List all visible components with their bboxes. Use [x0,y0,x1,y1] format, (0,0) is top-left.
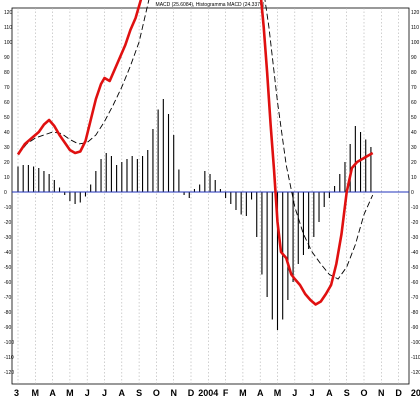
x-tick-label: A [257,388,264,398]
chart-title: MACD (25.6084), Histogramma MACD (24.337… [156,2,265,8]
x-tick-label: D [395,388,402,398]
x-tick-label: J [310,388,315,398]
y-tick-label: -120 [411,370,420,376]
x-tick-label: 3 [14,388,19,398]
y-tick-label: -50 [411,265,418,271]
y-tick-label: -60 [4,280,11,286]
y-tick-label: 10 [411,175,417,181]
y-tick-label: -120 [4,370,14,376]
x-tick-label: 2004 [198,388,218,398]
signal-line [17,0,374,280]
histogram-layer [17,99,372,330]
y-tick-label: -80 [411,310,418,316]
x-tick-label: M [32,388,40,398]
x-tick-label: O [360,388,367,398]
x-tick-label: J [292,388,297,398]
y-tick-label: 40 [4,130,10,136]
y-tick-label: 130 [4,0,13,1]
x-tick-label: A [326,388,333,398]
y-tick-label: 30 [4,145,10,151]
x-tick-label: A [119,388,126,398]
y-tick-label: 80 [411,70,417,76]
y-tick-label: 120 [411,10,420,16]
y-tick-label: -30 [4,235,11,241]
y-tick-label: -70 [411,295,418,301]
y-tick-label: -110 [411,355,420,361]
y-tick-label: -100 [4,340,14,346]
y-tick-label: -40 [411,250,418,256]
x-tick-label: F [223,388,229,398]
y-tick-label: -90 [411,325,418,331]
x-tick-label: O [153,388,160,398]
y-tick-label: -20 [4,220,11,226]
y-tick-label: 0 [411,190,414,196]
x-tick-label: J [102,388,107,398]
y-tick-label: -10 [4,205,11,211]
y-tick-label: 100 [411,40,420,46]
y-tick-label: 90 [411,55,417,61]
y-tick-label: 20 [411,160,417,166]
y-tick-label: -50 [4,265,11,271]
y-tick-label: -60 [411,280,418,286]
x-tick-label: D [188,388,195,398]
plot-area [11,7,410,385]
x-tick-label: M [274,388,282,398]
y-tick-label: 110 [4,25,12,31]
y-tick-label: -30 [411,235,418,241]
y-tick-label: 60 [4,100,10,106]
x-tick-label: J [85,388,90,398]
y-tick-label: -100 [411,340,420,346]
y-tick-label: 70 [4,85,10,91]
y-tick-label: -10 [411,205,418,211]
x-tick-label: S [136,388,142,398]
y-tick-label: 20 [4,160,10,166]
y-tick-label: -80 [4,310,11,316]
y-tick-label: -20 [411,220,418,226]
x-tick-label: M [66,388,74,398]
y-axis-right: 2402302202102001901801701601501401301201… [411,0,420,376]
y-tick-label: 110 [411,25,419,31]
x-tick-label: M [239,388,247,398]
x-tick-label: N [170,388,177,398]
y-tick-label: 80 [4,70,10,76]
y-tick-label: -40 [4,250,11,256]
y-tick-label: -110 [4,355,14,361]
y-tick-label: 70 [411,85,417,91]
y-tick-label: 0 [4,190,7,196]
y-tick-label: 90 [4,55,10,61]
y-tick-label: 60 [411,100,417,106]
y-tick-label: 10 [4,175,10,181]
y-tick-label: 30 [411,145,417,151]
y-tick-label: 130 [411,0,420,1]
x-tick-label: 20 [411,388,420,398]
y-tick-label: -70 [4,295,11,301]
y-tick-label: -90 [4,325,11,331]
y-tick-label: 100 [4,40,13,46]
x-axis: 3 M A M J J A S O N D 2004 F M A M J J A S O N D 20 [14,388,420,398]
y-tick-label: 50 [411,115,417,121]
y-axis-left: 2402302202102001901801701601501401301201… [4,0,14,376]
y-tick-label: 50 [4,115,10,121]
x-tick-label: S [344,388,350,398]
x-tick-label: A [49,388,56,398]
macd-line [16,0,374,306]
x-tick-label: N [378,388,385,398]
y-tick-label: 120 [4,10,13,16]
y-tick-label: 40 [411,130,417,136]
